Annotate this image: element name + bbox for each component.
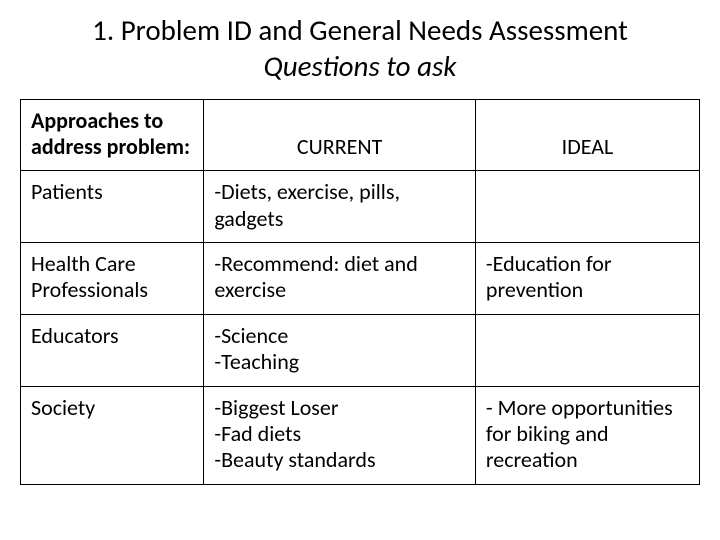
row-current: -Science-Teaching	[204, 314, 476, 386]
row-ideal: - More opportunities for biking and recr…	[475, 386, 699, 484]
slide-title: 1. Problem ID and General Needs Assessme…	[20, 12, 700, 85]
table-row: Health Care Professionals -Recommend: di…	[21, 243, 700, 315]
row-label: Society	[21, 386, 204, 484]
assessment-table: Approaches to address problem: CURRENT I…	[20, 99, 700, 485]
row-current: -Diets, exercise, pills, gadgets	[204, 171, 476, 243]
table-row: Society -Biggest Loser-Fad diets-Beauty …	[21, 386, 700, 484]
row-label: Patients	[21, 171, 204, 243]
row-ideal: -Education for prevention	[475, 243, 699, 315]
slide-container: 1. Problem ID and General Needs Assessme…	[0, 0, 720, 540]
row-current: -Biggest Loser-Fad diets-Beauty standard…	[204, 386, 476, 484]
row-ideal	[475, 314, 699, 386]
row-ideal	[475, 171, 699, 243]
table-row: Educators -Science-Teaching	[21, 314, 700, 386]
table-row: Patients -Diets, exercise, pills, gadget…	[21, 171, 700, 243]
table-header-row: Approaches to address problem: CURRENT I…	[21, 99, 700, 171]
col-header-approaches: Approaches to address problem:	[21, 99, 204, 171]
row-current: -Recommend: diet and exercise	[204, 243, 476, 315]
col-header-ideal: IDEAL	[475, 99, 699, 171]
title-line-1: 1. Problem ID and General Needs Assessme…	[20, 12, 700, 48]
row-label: Health Care Professionals	[21, 243, 204, 315]
title-line-2: Questions to ask	[20, 48, 700, 84]
row-label: Educators	[21, 314, 204, 386]
col-header-current: CURRENT	[204, 99, 476, 171]
